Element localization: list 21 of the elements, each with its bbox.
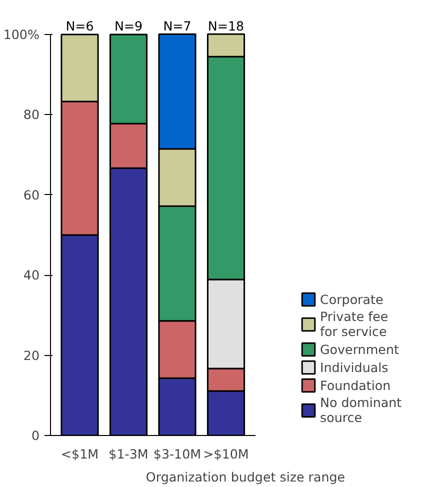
legend-label: No dominant source [320, 395, 402, 425]
legend-label: Private fee for service [320, 309, 388, 339]
y-tick-label: 20 [23, 348, 40, 363]
legend-label: Corporate [320, 292, 384, 306]
y-tick-label: 80 [23, 107, 40, 122]
annotation: N=6 [66, 18, 94, 34]
annotation: N=9 [114, 18, 143, 34]
x-axis-title: Organization budget size range [146, 470, 346, 484]
legend-label: Foundation [320, 378, 391, 392]
x-tick-label: $1-3M [108, 446, 148, 462]
y-tick-label: 60 [23, 187, 40, 202]
legend-label: Individuals [320, 360, 388, 374]
x-tick-label: $3-10M [153, 446, 202, 462]
annotation: N=18 [208, 18, 244, 34]
y-tick-label: 40 [23, 268, 40, 283]
x-tick-label: >$10M [203, 446, 249, 462]
y-tick-label: 0 [31, 428, 40, 443]
legend-label: Government [320, 342, 399, 356]
y-tick-label: 100% [3, 27, 40, 42]
annotation: N=7 [163, 18, 192, 34]
x-tick-label: <$1M [60, 446, 99, 462]
